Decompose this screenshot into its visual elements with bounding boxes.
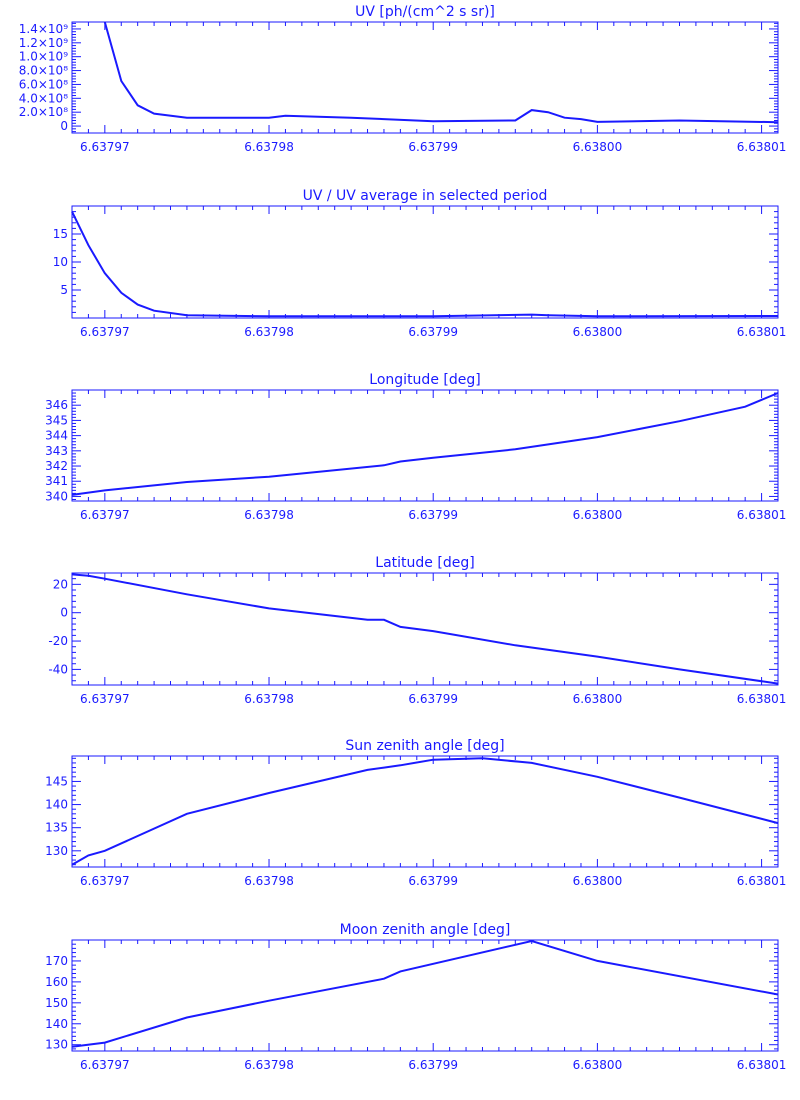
y-tick-label: 340	[45, 489, 68, 503]
chart-panel-2: UV / UV average in selected period 6.6379…	[53, 188, 787, 339]
x-tick-label: 6.63797	[80, 140, 130, 154]
series-line	[71, 573, 779, 685]
x-tick-label: 6.63801	[737, 874, 787, 888]
chart-title: Longitude [deg]	[369, 372, 480, 388]
y-tick-label: 344	[45, 429, 68, 443]
plot-frame	[71, 205, 779, 319]
y-tick-label: 341	[45, 474, 68, 488]
chart-title: Latitude [deg]	[375, 555, 474, 571]
y-tick-label: 0	[60, 119, 68, 133]
y-tick-label: 15	[53, 227, 68, 241]
series-line	[103, 21, 779, 124]
x-tick-label: 6.63800	[573, 325, 623, 339]
plot-frame	[71, 939, 779, 1052]
x-tick-label: 6.63797	[80, 874, 130, 888]
y-tick-label: -20	[48, 634, 68, 648]
chart-panel-3: Longitude [deg] 6.63797 6.63798 6.63799 6.63…	[45, 372, 786, 522]
y-tick-label: 343	[45, 444, 68, 458]
x-tick-label: 6.63798	[244, 325, 294, 339]
y-tick-label: 140	[45, 798, 68, 812]
y-tick-label: 1.4×10⁹	[19, 22, 68, 36]
y-tick-label: 5	[60, 283, 68, 297]
y-tick-label: 130	[45, 844, 68, 858]
y-tick-label: 4.0×10⁸	[19, 91, 68, 105]
series-line	[71, 211, 779, 318]
series-line	[71, 392, 779, 496]
x-tick-label: 6.63799	[408, 325, 458, 339]
x-tick-label: 6.63799	[408, 692, 458, 706]
plot-frame	[71, 21, 779, 134]
y-tick-label: 2.0×10⁸	[19, 105, 68, 119]
x-tick-label: 6.63798	[244, 140, 294, 154]
y-tick-label: 160	[45, 975, 68, 989]
x-tick-label: 6.63800	[573, 140, 623, 154]
x-tick-label: 6.63799	[408, 508, 458, 522]
x-tick-label: 6.63797	[80, 692, 130, 706]
chart-title: Sun zenith angle [deg]	[345, 738, 504, 754]
x-tick-label: 6.63800	[573, 692, 623, 706]
chart-title: Moon zenith angle [deg]	[340, 922, 511, 938]
series-line	[71, 939, 779, 1048]
chart-panel-1: UV [ph/(cm^2 s sr)] 6.63797 6.63798 6.63799…	[19, 4, 787, 154]
chart-title: UV [ph/(cm^2 s sr)]	[355, 4, 495, 20]
y-tick-label: 140	[45, 1017, 68, 1031]
y-tick-label: 1.0×10⁹	[19, 50, 68, 64]
x-tick-label: 6.63800	[573, 874, 623, 888]
x-tick-label: 6.63800	[573, 508, 623, 522]
y-tick-label: 345	[45, 413, 68, 427]
y-tick-label: 8.0×10⁸	[19, 64, 68, 78]
chart-panel-6: Moon zenith angle [deg] 6.63797 6.63798 6.6…	[45, 922, 786, 1072]
x-tick-label: 6.63798	[244, 1058, 294, 1072]
plot-frame	[71, 389, 779, 502]
plot-frame	[71, 755, 779, 868]
y-tick-label: 145	[45, 774, 68, 788]
series-line	[71, 757, 779, 866]
chart-panel-5: Sun zenith angle [deg] 6.63797 6.63798 6.63…	[45, 738, 786, 888]
x-tick-label: 6.63798	[244, 874, 294, 888]
x-tick-label: 6.63801	[737, 325, 787, 339]
y-tick-label: 150	[45, 996, 68, 1010]
x-tick-label: 6.63801	[737, 508, 787, 522]
y-tick-label: -40	[48, 662, 68, 676]
y-tick-label: 20	[53, 577, 68, 591]
y-tick-label: 346	[45, 398, 68, 412]
chart-panel-4: Latitude [deg] 6.63797 6.63798 6.63799 6.638…	[48, 555, 786, 706]
x-tick-label: 6.63797	[80, 508, 130, 522]
y-tick-label: 6.0×10⁸	[19, 77, 68, 91]
x-tick-label: 6.63801	[737, 140, 787, 154]
y-tick-label: 10	[53, 255, 68, 269]
x-tick-label: 6.63797	[80, 1058, 130, 1072]
x-tick-label: 6.63801	[737, 692, 787, 706]
x-tick-label: 6.63799	[408, 1058, 458, 1072]
plot-frame	[71, 572, 779, 686]
y-tick-label: 170	[45, 954, 68, 968]
x-tick-label: 6.63798	[244, 508, 294, 522]
x-tick-label: 6.63800	[573, 1058, 623, 1072]
x-tick-label: 6.63798	[244, 692, 294, 706]
x-tick-label: 6.63801	[737, 1058, 787, 1072]
chart-title: UV / UV average in selected period	[303, 188, 548, 204]
y-tick-label: 0	[60, 606, 68, 620]
x-tick-label: 6.63797	[80, 325, 130, 339]
y-tick-label: 342	[45, 459, 68, 473]
x-tick-label: 6.63799	[408, 140, 458, 154]
y-tick-label: 130	[45, 1038, 68, 1052]
y-tick-label: 1.2×10⁹	[19, 36, 68, 50]
y-tick-label: 135	[45, 821, 68, 835]
x-tick-label: 6.63799	[408, 874, 458, 888]
